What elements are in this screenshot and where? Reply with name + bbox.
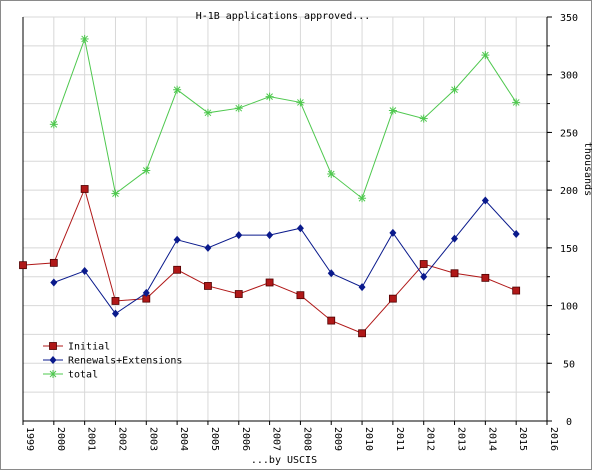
data-point bbox=[296, 224, 304, 233]
data-point bbox=[173, 85, 182, 94]
series-line bbox=[53, 199, 517, 315]
x-tick-label: 2008 bbox=[301, 427, 312, 451]
y-tick-label: 100 bbox=[560, 302, 578, 313]
legend-item: total bbox=[43, 370, 98, 381]
data-point bbox=[265, 278, 274, 287]
data-point bbox=[512, 286, 521, 295]
data-point bbox=[234, 104, 243, 113]
y-tick-label: 200 bbox=[560, 186, 578, 197]
legend-marker bbox=[49, 356, 57, 364]
data-point bbox=[142, 288, 150, 297]
data-point bbox=[296, 291, 305, 300]
series-total bbox=[49, 34, 521, 203]
series-renewals-extensions bbox=[50, 196, 520, 318]
data-point bbox=[111, 189, 120, 198]
x-tick-label: 2005 bbox=[209, 427, 220, 451]
legend-item: Renewals+Extensions bbox=[43, 356, 182, 367]
legend-label: Renewals+Extensions bbox=[68, 356, 182, 367]
series bbox=[19, 34, 521, 338]
data-point bbox=[49, 120, 58, 129]
x-tick-label: 2006 bbox=[240, 427, 251, 451]
data-point bbox=[481, 51, 490, 60]
data-point bbox=[80, 34, 89, 43]
data-point bbox=[420, 272, 428, 281]
legend-label: total bbox=[68, 370, 98, 381]
grid bbox=[22, 16, 548, 422]
data-point bbox=[19, 261, 27, 270]
data-point bbox=[419, 114, 428, 123]
x-tick-label: 2014 bbox=[486, 427, 497, 451]
data-point bbox=[358, 283, 366, 292]
data-point bbox=[265, 92, 274, 101]
data-point bbox=[358, 194, 367, 203]
data-point bbox=[419, 260, 428, 268]
data-point bbox=[389, 228, 397, 237]
legend-marker bbox=[49, 342, 57, 350]
data-point bbox=[481, 196, 489, 205]
y-tick-label: 250 bbox=[560, 128, 578, 139]
data-point bbox=[204, 282, 212, 290]
data-point bbox=[296, 98, 305, 107]
series-line bbox=[53, 37, 517, 200]
x-tick-label: 2012 bbox=[425, 427, 436, 451]
data-point bbox=[327, 269, 335, 278]
data-point bbox=[49, 258, 58, 267]
data-point bbox=[327, 169, 336, 178]
data-point bbox=[512, 230, 520, 239]
y-tick-label: 300 bbox=[560, 71, 578, 82]
x-tick-label: 2011 bbox=[394, 427, 405, 451]
legend: Initial Renewals+Extensions total bbox=[43, 342, 182, 381]
data-point bbox=[358, 329, 366, 338]
data-point bbox=[481, 273, 490, 282]
x-tick-label: 2000 bbox=[55, 427, 66, 451]
x-axis-label: ...by USCIS bbox=[251, 455, 317, 466]
x-tick-label: 2004 bbox=[178, 427, 189, 451]
data-point bbox=[327, 316, 336, 325]
data-point bbox=[173, 265, 182, 274]
series-initial bbox=[19, 185, 521, 338]
x-tick-label: 2003 bbox=[147, 427, 158, 451]
data-point bbox=[512, 98, 521, 107]
legend-label: Initial bbox=[68, 342, 110, 353]
data-point bbox=[142, 166, 151, 175]
data-point bbox=[204, 243, 212, 252]
data-point bbox=[266, 231, 274, 240]
data-point bbox=[234, 290, 243, 298]
y-tick-label: 50 bbox=[563, 359, 575, 370]
x-tick-label: 2009 bbox=[332, 427, 343, 451]
x-tick-label: 2016 bbox=[548, 427, 559, 451]
x-tick-label: 2015 bbox=[517, 427, 528, 451]
data-point bbox=[450, 85, 459, 94]
data-point bbox=[203, 108, 212, 117]
data-point bbox=[173, 235, 181, 244]
y-tick-label: 0 bbox=[566, 417, 572, 428]
x-tick-label: 2001 bbox=[86, 427, 97, 451]
x-tick-label: 2010 bbox=[363, 427, 374, 451]
x-tick-label: 2013 bbox=[456, 427, 467, 451]
data-point bbox=[388, 294, 397, 303]
data-point bbox=[111, 297, 120, 305]
data-point bbox=[388, 106, 397, 115]
x-tick-label: 2002 bbox=[116, 427, 127, 451]
y-axis-label: thousands bbox=[582, 142, 592, 196]
data-point bbox=[235, 231, 243, 240]
data-point bbox=[451, 234, 459, 243]
legend-marker bbox=[49, 370, 57, 378]
data-point bbox=[50, 278, 58, 287]
y-tick-label: 150 bbox=[560, 244, 578, 255]
axes: 1999 2000 2001 2002 2003 2004 2005 2006 2007 2008… bbox=[22, 13, 592, 451]
data-point bbox=[81, 266, 89, 275]
x-tick-label: 1999 bbox=[24, 427, 35, 451]
legend-item: Initial bbox=[43, 342, 110, 353]
data-point bbox=[111, 309, 119, 318]
data-point bbox=[450, 269, 459, 278]
y-tick-label: 350 bbox=[560, 13, 578, 24]
x-tick-label: 2007 bbox=[271, 427, 282, 451]
data-point bbox=[80, 185, 89, 193]
chart-title: H-1B applications approved... bbox=[196, 11, 371, 22]
